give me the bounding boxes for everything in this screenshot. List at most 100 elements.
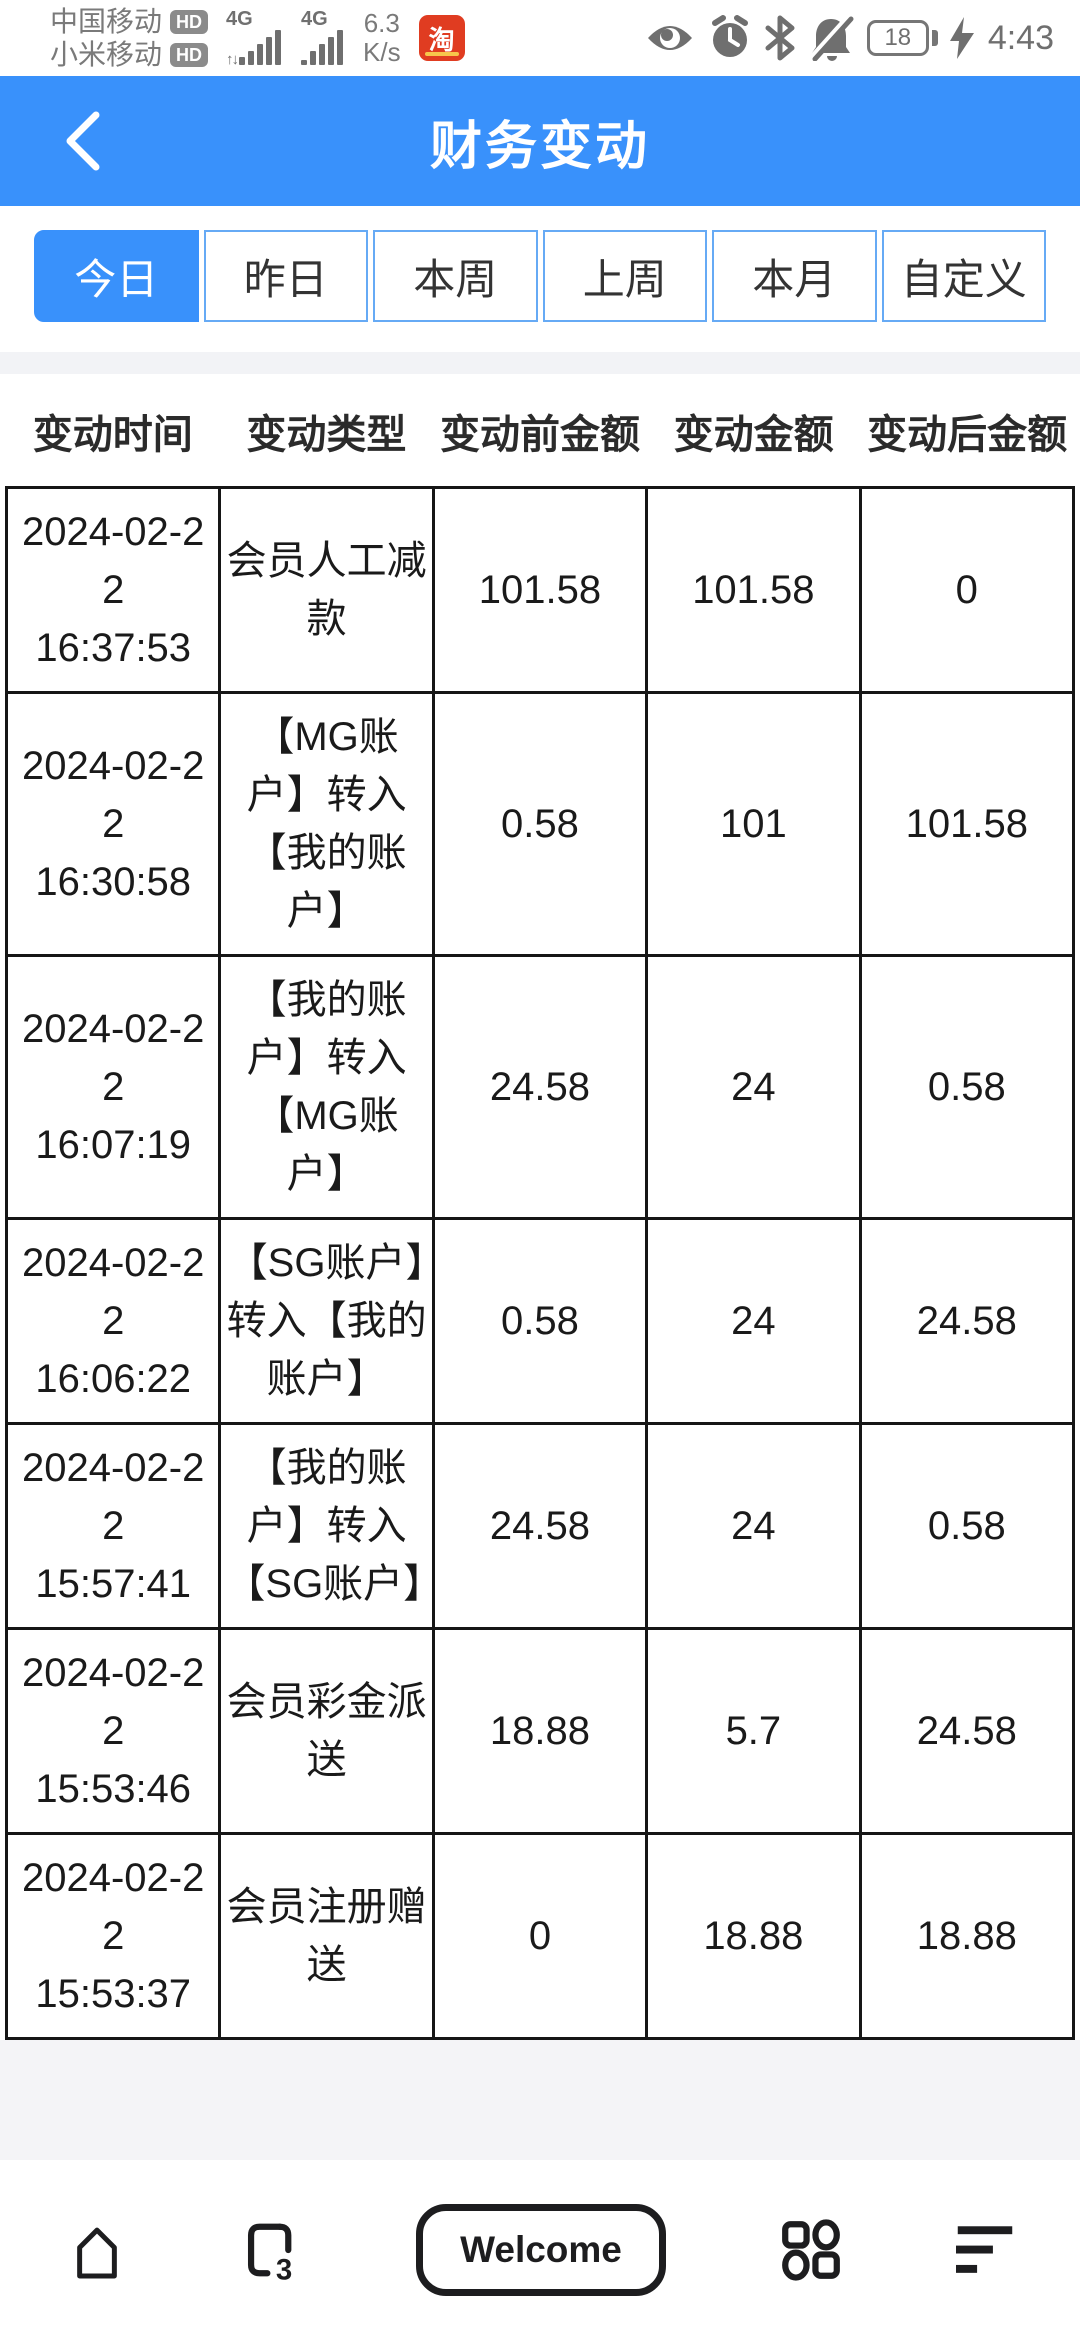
cell-amount-after: 0.58 [858, 1422, 1076, 1630]
cell-amount-after: 24.58 [858, 1217, 1076, 1425]
table-row: 2024-02-22 16:06:22 【SG账户】转入【我的账户】 0.58 … [4, 1217, 1076, 1425]
nav-apps-button[interactable] [779, 2218, 843, 2282]
table-row: 2024-02-22 15:53:37 会员注册赠送 0 18.88 18.88 [4, 1832, 1076, 2040]
change-time: 15:53:37 [35, 1972, 192, 2016]
column-header: 变动类型 [246, 413, 407, 457]
taobao-notification-icon: 淘 [418, 15, 465, 61]
change-date: 2024-02-22 [22, 510, 205, 612]
change-time: 15:53:46 [35, 1767, 192, 1811]
data-activity-arrows: ↑↓ [226, 51, 239, 68]
tab-label: 昨日 [243, 255, 328, 303]
cell-change-amount: 24 [645, 1422, 862, 1630]
bluetooth-icon [765, 15, 795, 61]
cell-amount-after: 18.88 [858, 1832, 1076, 2040]
date-filter-tab[interactable]: 上周 [542, 230, 707, 322]
welcome-button[interactable]: Welcome [416, 2204, 666, 2296]
column-header: 变动时间 [32, 413, 193, 457]
section-divider [0, 352, 1080, 374]
cell-amount-before: 0.58 [431, 691, 649, 957]
change-time: 16:30:58 [35, 860, 192, 904]
network-speed: 6.3 K/s [363, 9, 401, 67]
finance-table: 2024-02-22 16:37:53 会员人工减款 101.58 101.58… [4, 486, 1076, 2040]
change-date: 2024-02-22 [22, 744, 205, 846]
home-icon [77, 2227, 117, 2279]
message-badge-count: 3 [276, 2253, 292, 2281]
carrier-labels: 中国移动 HD 小米移动 HD [50, 6, 209, 70]
column-header: 变动金额 [673, 413, 834, 457]
date-filter-tab[interactable]: 自定义 [881, 230, 1046, 322]
table-row: 2024-02-22 15:57:41 【我的账户】转入【SG账户】 24.58… [4, 1422, 1076, 1630]
date-filter-tab[interactable]: 本月 [712, 230, 877, 322]
column-header: 变动前金额 [439, 413, 640, 457]
sort-lines-icon [956, 2226, 1013, 2273]
signal-bars-icon [301, 30, 344, 65]
cell-change-type: 【SG账户】转入【我的账户】 [218, 1217, 435, 1425]
table-row: 2024-02-22 16:30:58 【MG账户】转入【我的账户】 0.58 … [4, 691, 1076, 957]
signal-strength-icon-2: 4G [301, 9, 345, 67]
cell-change-amount: 101 [645, 691, 862, 957]
cell-change-time: 2024-02-22 16:07:19 [4, 954, 222, 1220]
cell-change-time: 2024-02-22 16:06:22 [4, 1217, 222, 1425]
cell-change-amount: 18.88 [645, 1832, 862, 2040]
status-bar: 中国移动 HD 小米移动 HD 4G ↑↓ [0, 0, 1080, 76]
change-date: 2024-02-22 [22, 1856, 205, 1958]
tab-label: 今日 [74, 255, 159, 303]
date-filter-tab[interactable]: 今日 [34, 230, 199, 322]
cell-change-type: 会员彩金派送 [218, 1627, 435, 1835]
table-column-headers: 变动时间 变动类型 变动前金额 变动金额 变动后金额 [0, 374, 1080, 486]
date-filter-tabs: 今日 昨日 本周 上周 本月 自定义 [34, 230, 1046, 322]
cell-amount-before: 24.58 [431, 954, 649, 1220]
change-date: 2024-02-22 [22, 1446, 205, 1548]
cell-change-time: 2024-02-22 16:37:53 [4, 486, 222, 694]
change-date: 2024-02-22 [22, 1007, 205, 1109]
change-time: 16:37:53 [35, 626, 192, 670]
bottom-nav: 3 Welcome [0, 2160, 1080, 2340]
status-clock: 4:43 [987, 18, 1054, 57]
date-filter-tab[interactable]: 本周 [373, 230, 538, 322]
hd-badge-2: HD [170, 42, 209, 67]
cell-change-amount: 24 [645, 954, 862, 1220]
table-row: 2024-02-22 16:07:19 【我的账户】转入【MG账户】 24.58… [4, 954, 1076, 1220]
battery-cap [931, 30, 938, 46]
cell-change-amount: 5.7 [645, 1627, 862, 1835]
change-time: 15:57:41 [35, 1562, 192, 1606]
finance-table-wrap: 2024-02-22 16:37:53 会员人工减款 101.58 101.58… [0, 486, 1080, 2040]
carrier-2-label: 小米移动 [50, 39, 163, 70]
cell-amount-before: 101.58 [431, 486, 649, 694]
tab-label: 本月 [752, 255, 837, 303]
back-chevron-icon [66, 111, 100, 171]
cell-change-type: 会员注册赠送 [218, 1832, 435, 2040]
mute-bell-icon [810, 15, 854, 61]
cell-amount-before: 18.88 [431, 1627, 649, 1835]
cell-change-amount: 24 [645, 1217, 862, 1425]
date-filter-tab[interactable]: 昨日 [203, 230, 368, 322]
cell-amount-after: 0.58 [858, 954, 1076, 1220]
nav-messages-button[interactable]: 3 [241, 2219, 303, 2281]
cell-change-time: 2024-02-22 16:30:58 [4, 691, 222, 957]
nav-home-button[interactable] [66, 2220, 128, 2280]
page-title: 财务变动 [429, 117, 650, 176]
nav-menu-button[interactable] [956, 2226, 1014, 2274]
app-header: 财务变动 [0, 76, 1080, 206]
cell-change-time: 2024-02-22 15:57:41 [4, 1422, 222, 1630]
speed-value: 6.3 [363, 8, 400, 38]
cell-change-type: 【MG账户】转入【我的账户】 [218, 691, 435, 957]
back-button[interactable] [38, 76, 128, 206]
cell-amount-before: 24.58 [431, 1422, 649, 1630]
page-background [0, 2040, 1080, 2160]
apps-grid-icon [782, 2219, 840, 2281]
cell-amount-after: 0 [858, 486, 1076, 694]
cell-amount-before: 0.58 [431, 1217, 649, 1425]
battery-level: 18 [884, 24, 912, 51]
tab-label: 自定义 [900, 255, 1027, 303]
column-header: 变动后金额 [867, 413, 1068, 457]
cell-amount-after: 101.58 [858, 691, 1076, 957]
change-time: 16:07:19 [35, 1123, 192, 1167]
cell-change-time: 2024-02-22 15:53:46 [4, 1627, 222, 1835]
change-date: 2024-02-22 [22, 1241, 205, 1343]
tab-label: 本周 [413, 255, 498, 303]
cell-change-time: 2024-02-22 15:53:37 [4, 1832, 222, 2040]
speed-unit: K/s [363, 37, 401, 67]
change-date: 2024-02-22 [22, 1651, 205, 1753]
